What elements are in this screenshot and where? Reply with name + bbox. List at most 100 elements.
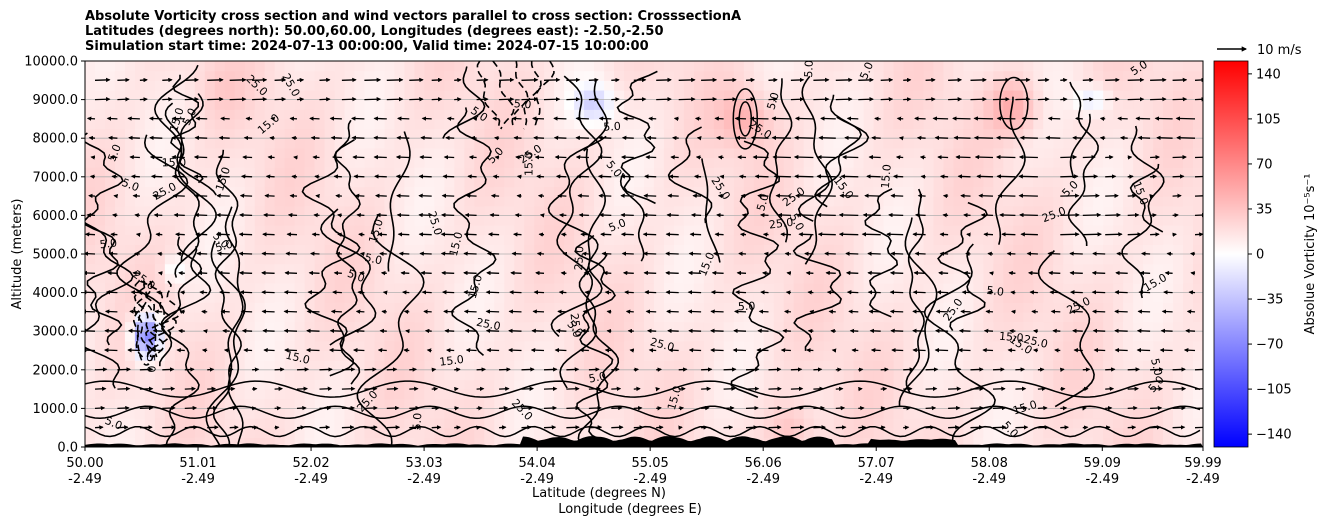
field-cell — [1023, 99, 1034, 110]
field-cell — [813, 70, 825, 81]
field-cell — [494, 408, 505, 419]
field-cell — [1123, 350, 1134, 361]
field-cell — [104, 302, 116, 313]
field-cell — [653, 70, 665, 81]
field-cell — [943, 379, 955, 390]
field-cell — [85, 369, 96, 381]
field-cell — [474, 408, 485, 419]
field-cell — [1103, 138, 1114, 149]
field-cell — [164, 389, 176, 400]
field-cell — [414, 147, 425, 159]
field-cell — [1003, 138, 1014, 149]
field-cell — [614, 369, 625, 381]
wind-vector — [243, 135, 253, 141]
field-cell — [454, 254, 465, 265]
field-cell — [134, 128, 146, 139]
field-cell — [713, 263, 725, 274]
field-cell — [683, 99, 695, 110]
field-cell — [1133, 282, 1144, 294]
field-cell — [693, 263, 705, 274]
field-cell — [923, 273, 935, 284]
field-cell — [364, 311, 376, 323]
field-cell — [174, 215, 186, 226]
field-cell — [294, 128, 306, 139]
field-cell — [424, 350, 435, 361]
field-cell — [524, 389, 535, 400]
field-cell — [693, 99, 705, 110]
field-cell — [873, 254, 885, 265]
field-cell — [644, 311, 655, 323]
field-cell — [474, 273, 485, 284]
wind-vector — [307, 290, 320, 295]
field-cell — [1143, 244, 1154, 255]
wind-vector — [162, 386, 176, 391]
field-cell — [494, 196, 505, 207]
field-cell — [294, 273, 306, 284]
field-cell — [574, 331, 585, 342]
field-cell — [753, 138, 765, 149]
field-cell — [324, 109, 336, 120]
field-cell — [144, 379, 156, 390]
field-cell — [514, 128, 525, 139]
field-cell — [943, 331, 955, 342]
field-cell — [833, 89, 845, 101]
wind-vector — [426, 348, 432, 353]
field-cell — [224, 128, 236, 139]
field-cell — [414, 389, 425, 400]
wind-vector — [261, 270, 275, 276]
field-cell — [574, 128, 585, 139]
wind-vector — [152, 193, 163, 198]
field-cell — [1183, 350, 1194, 361]
wind-vector — [476, 97, 489, 102]
field-cell — [624, 109, 635, 120]
field-cell — [853, 292, 865, 303]
wind-vector — [499, 405, 509, 411]
field-cell — [634, 263, 645, 274]
field-cell — [204, 215, 216, 226]
wind-vector — [373, 154, 387, 160]
field-cell — [194, 427, 206, 438]
field-cell — [1193, 418, 1203, 429]
field-cell — [364, 109, 376, 120]
field-cell — [364, 128, 376, 139]
field-cell — [594, 147, 605, 159]
field-cell — [873, 360, 885, 371]
field-cell — [364, 437, 376, 447]
field-cell — [574, 99, 585, 110]
field-cell — [1103, 321, 1114, 332]
field-cell — [494, 282, 505, 294]
field-cell — [1123, 234, 1134, 245]
wind-vector — [94, 77, 111, 83]
field-cell — [564, 167, 575, 178]
field-cell — [514, 437, 525, 447]
field-cell — [124, 234, 136, 245]
field-cell — [973, 196, 984, 207]
field-cell — [104, 331, 116, 342]
field-cell — [94, 437, 106, 447]
wind-vector — [403, 309, 410, 314]
field-cell — [224, 89, 236, 101]
field-cell — [663, 398, 675, 409]
field-cell — [374, 369, 386, 381]
field-cell — [244, 331, 256, 342]
field-cell — [314, 109, 326, 120]
field-cell — [244, 225, 256, 236]
field-cell — [384, 408, 396, 419]
wind-vector — [94, 386, 107, 391]
field-cell — [564, 118, 575, 130]
field-cell — [793, 128, 805, 139]
field-cell — [644, 80, 655, 91]
field-cell — [893, 389, 905, 400]
field-cell — [663, 138, 675, 149]
field-cell — [1003, 389, 1014, 400]
field-cell — [404, 321, 416, 332]
field-cell — [833, 186, 845, 197]
field-cell — [733, 196, 745, 207]
field-cell — [983, 350, 994, 361]
field-cell — [763, 244, 775, 255]
field-cell — [953, 360, 965, 371]
field-cell — [134, 369, 146, 381]
field-cell — [883, 167, 895, 178]
wind-vector — [90, 155, 96, 160]
field-cell — [554, 321, 565, 332]
